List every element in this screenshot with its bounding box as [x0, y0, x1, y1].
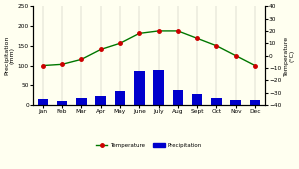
Y-axis label: Precipitation
(mm): Precipitation (mm) [4, 36, 15, 75]
Bar [57, 101, 67, 105]
Bar [115, 91, 125, 105]
Bar [134, 71, 145, 105]
Bar [173, 90, 183, 105]
Legend: Temperature, Precipitation: Temperature, Precipitation [94, 140, 204, 150]
Bar [250, 100, 260, 105]
Bar [231, 100, 241, 105]
Bar [192, 94, 202, 105]
Bar [211, 98, 222, 105]
Bar [76, 98, 87, 105]
Bar [153, 69, 164, 105]
Y-axis label: Temperature
(°C): Temperature (°C) [284, 36, 295, 76]
Bar [95, 96, 106, 105]
Bar [37, 99, 48, 105]
